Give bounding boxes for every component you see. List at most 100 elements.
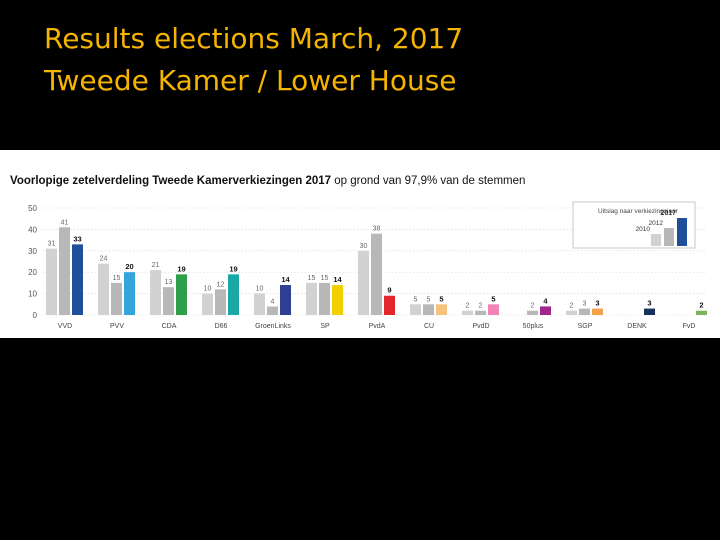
y-tick-label: 50	[28, 204, 37, 213]
data-label: 33	[73, 234, 81, 243]
data-label: 5	[491, 294, 495, 303]
legend-label: 2010	[636, 226, 651, 233]
data-label: 15	[113, 275, 121, 282]
legend-swatch	[664, 228, 674, 246]
bar	[358, 250, 369, 315]
data-label: 4	[271, 298, 275, 305]
data-label: 24	[100, 256, 108, 263]
data-label: 2	[531, 303, 535, 310]
chart-title-bold: Voorlopige zetelverdeling Tweede Kamerve…	[10, 175, 332, 187]
slide-title-line-2: Tweede Kamer / Lower House	[44, 64, 457, 97]
category-label: PVV	[110, 323, 124, 330]
bar	[228, 274, 239, 315]
bar	[280, 285, 291, 315]
category-label: PvdD	[472, 323, 489, 330]
bar	[488, 304, 499, 315]
bar	[696, 310, 707, 315]
bar	[254, 293, 265, 315]
category-label: GroenLinks	[255, 323, 291, 330]
bar	[163, 287, 174, 315]
data-label: 4	[543, 296, 548, 305]
category-label: D66	[215, 323, 228, 330]
legend-swatch	[651, 234, 661, 246]
bar	[540, 306, 551, 315]
data-label: 14	[281, 275, 290, 284]
bar	[111, 282, 122, 315]
bar	[267, 306, 278, 315]
bar	[410, 304, 421, 315]
category-label: DENK	[627, 323, 647, 330]
legend-heading: Uitslag naar verkiezingsjaar	[598, 208, 679, 215]
data-label: 20	[125, 262, 133, 271]
data-label: 13	[165, 279, 173, 286]
data-label: 31	[48, 241, 56, 248]
bar	[592, 308, 603, 315]
bar	[59, 227, 70, 315]
category-label: FvD	[683, 323, 696, 330]
y-tick-label: 40	[28, 225, 37, 234]
y-tick-label: 0	[33, 311, 38, 320]
bar	[124, 272, 135, 315]
bar	[150, 270, 161, 315]
data-label: 14	[333, 275, 342, 284]
data-label: 19	[177, 264, 185, 273]
data-label: 2	[466, 303, 470, 310]
category-label: CU	[424, 323, 434, 330]
data-label: 38	[373, 226, 381, 233]
data-label: 5	[439, 294, 443, 303]
slide-title-line-1: Results elections March, 2017	[44, 22, 464, 55]
y-tick-label: 10	[28, 290, 37, 299]
data-label: 2	[479, 303, 483, 310]
y-tick-label: 30	[28, 247, 37, 256]
bar	[475, 310, 486, 315]
bar	[423, 304, 434, 315]
bar	[72, 244, 83, 315]
legend-label: 2017	[660, 210, 676, 217]
category-label: 50plus	[523, 323, 544, 330]
category-label: VVD	[58, 323, 72, 330]
bar	[462, 310, 473, 315]
bar	[215, 289, 226, 315]
bar	[579, 308, 590, 315]
data-label: 3	[647, 299, 651, 308]
legend-box	[572, 201, 696, 249]
bar	[176, 274, 187, 315]
data-label: 10	[204, 286, 212, 293]
bar	[566, 310, 577, 315]
data-label: 2	[699, 301, 703, 310]
category-label: CDA	[162, 323, 177, 330]
data-label: 15	[321, 275, 329, 282]
y-tick-label: 20	[28, 268, 37, 277]
data-label: 3	[583, 301, 587, 308]
data-label: 9	[387, 286, 391, 295]
bar	[436, 304, 447, 315]
bar	[202, 293, 213, 315]
chart-title-rest: op grond van 97,9% van de stemmen	[331, 175, 526, 187]
category-label: PvdA	[369, 323, 386, 330]
legend-label: 2012	[649, 220, 664, 227]
data-label: 10	[256, 286, 264, 293]
seat-chart: 01020304050314133VVD241520PVV211319CDA10…	[28, 201, 707, 330]
data-label: 15	[308, 275, 316, 282]
bar	[98, 263, 109, 315]
legend-swatch	[677, 218, 687, 246]
bar	[644, 308, 655, 315]
chart-title: Voorlopige zetelverdeling Tweede Kamerve…	[10, 175, 525, 187]
data-label: 5	[414, 296, 418, 303]
bar	[319, 282, 330, 315]
chart-panel: Voorlopige zetelverdeling Tweede Kamerve…	[0, 150, 720, 338]
data-label: 21	[152, 262, 160, 269]
data-label: 41	[61, 219, 69, 226]
data-label: 30	[360, 243, 368, 250]
bar	[371, 233, 382, 315]
data-label: 3	[595, 299, 599, 308]
bar	[527, 310, 538, 315]
data-label: 5	[427, 296, 431, 303]
slide-title: Results elections March, 2017 Tweede Kam…	[44, 18, 463, 102]
category-label: SP	[320, 323, 330, 330]
data-label: 12	[217, 281, 225, 288]
bar	[332, 285, 343, 315]
bar	[306, 282, 317, 315]
category-label: SGP	[578, 323, 593, 330]
data-label: 19	[229, 264, 237, 273]
